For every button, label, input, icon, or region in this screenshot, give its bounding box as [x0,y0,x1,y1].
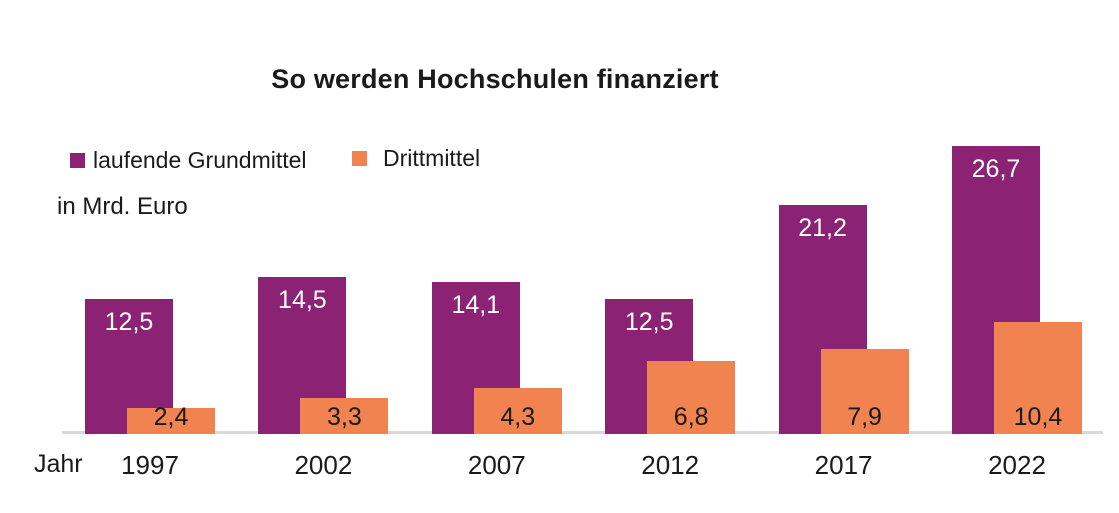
x-tick-label-2012: 2012 [641,450,700,480]
legend-item-drittmittel: Drittmittel [352,145,480,171]
bar-drittmittel-2017: 7,9 [820,349,909,434]
x-tick-label-1997: 1997 [121,450,179,480]
chart-title: So werden Hochschulen finanziert [271,64,719,94]
x-axis-row: Jahr 1997 2002 2007 2012 2017 2022 [0,447,1119,481]
drittmittel-swatch-icon [352,150,367,166]
bar-value-label: 21,2 [798,214,847,242]
x-tick-label-2002: 2002 [294,450,353,480]
x-tick-label-2022: 2022 [988,450,1046,480]
bar-value-label: 10,4 [1013,403,1063,431]
legend: laufende Grundmittel Drittmittel [0,145,1119,173]
bar-value-label: 12,5 [624,308,674,336]
bar-drittmittel-2022: 10,4 [994,322,1082,434]
unit-note: in Mrd. Euro [57,193,188,220]
bar-value-label: 3,3 [327,403,362,431]
bar-value-label: 4,3 [500,403,536,431]
x-axis-title: Jahr [34,450,83,478]
bar-value-label: 6,8 [673,403,709,431]
grundmittel-swatch-icon [70,152,85,168]
legend-item-grundmittel: laufende Grundmittel [70,147,307,173]
bar-drittmittel-2007: 4,3 [473,388,562,434]
bar-value-label: 14,1 [451,291,501,319]
plot-area: 12,5 2,4 14,5 3,3 14,1 4,3 12,5 6,8 21,2 7,9 26,7 1… [0,110,1119,434]
bar-drittmittel-1997: 2,4 [127,403,215,434]
legend-label-grundmittel: laufende Grundmittel [93,146,307,173]
bar-value-label: 12,5 [104,308,154,336]
x-tick-label-2007: 2007 [467,450,526,480]
x-axis-line [62,431,1103,434]
bar-value-label: 7,9 [847,403,882,431]
legend-label-drittmittel: Drittmittel [383,144,481,171]
bar-drittmittel-2002: 3,3 [300,398,389,434]
bar-value-label: 14,5 [278,286,327,314]
bar-drittmittel-2012: 6,8 [647,361,736,434]
bar-laufende-grundmittel-1997: 12,5 [85,299,173,434]
bar-value-label: 26,7 [971,155,1021,183]
x-tick-label-2017: 2017 [814,450,873,480]
bar-value-label: 2,4 [153,403,189,431]
